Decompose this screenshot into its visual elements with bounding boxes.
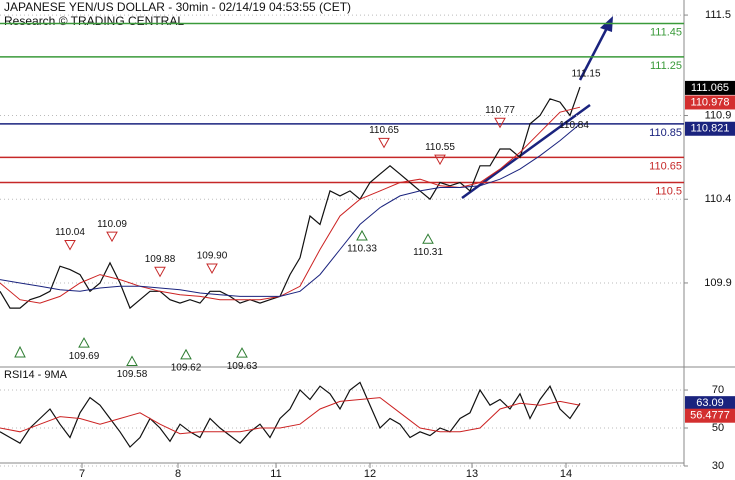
annotation-label: 110.84	[559, 120, 589, 131]
high-marker	[154, 266, 166, 278]
series-line	[0, 381, 581, 448]
high-label: 110.04	[55, 227, 85, 238]
projection-arrow	[578, 25, 610, 81]
price-box-label: 110.978	[691, 96, 730, 108]
high-marker	[64, 240, 76, 251]
series-line	[0, 106, 581, 304]
level-label: 111.25	[650, 60, 682, 72]
high-label: 110.77	[485, 105, 515, 116]
high-label: 110.09	[97, 219, 127, 230]
level-label: 110.65	[649, 160, 682, 172]
level-label: 110.5	[655, 185, 682, 197]
high-marker	[206, 263, 218, 274]
y-tick-label: 70	[712, 384, 724, 396]
low-marker	[78, 337, 90, 348]
y-tick-label: 110.9	[705, 109, 732, 121]
low-label: 110.33	[347, 244, 377, 255]
price-box	[685, 95, 735, 110]
low-label: 110.31	[413, 247, 443, 258]
low-marker	[422, 233, 434, 244]
y-tick-label: 111.5	[705, 9, 731, 21]
high-label: 109.90	[197, 251, 228, 262]
price-box	[685, 121, 735, 136]
level-label: 111.45	[650, 26, 682, 38]
high-label: 110.55	[425, 142, 455, 153]
series-line	[0, 397, 581, 435]
annotation-label: 111.15	[571, 68, 601, 79]
low-label: 109.62	[171, 362, 202, 373]
x-tick-label: 13	[466, 468, 478, 480]
series-line	[0, 86, 581, 310]
price-box	[685, 80, 735, 95]
y-tick-label: 110.4	[705, 193, 732, 205]
level-label: 110.85	[649, 127, 682, 139]
low-label: 109.69	[69, 351, 100, 362]
x-tick-label: 12	[364, 468, 376, 480]
y-tick-label: 50	[712, 422, 724, 434]
x-tick-label: 11	[270, 468, 281, 480]
high-label: 110.65	[369, 125, 399, 136]
high-label: 109.88	[145, 254, 176, 265]
high-marker	[106, 231, 118, 243]
y-tick-label: 109.9	[704, 277, 732, 289]
price-box-label: 63.09	[696, 397, 724, 409]
y-tick-label: 30	[712, 460, 724, 472]
chart-subtitle: Research © TRADING CENTRAL	[4, 14, 184, 28]
low-marker	[180, 348, 192, 360]
price-box-label: 56.4777	[690, 410, 730, 422]
chart-title: JAPANESE YEN/US DOLLAR - 30min - 02/14/1…	[4, 0, 351, 14]
low-marker	[356, 229, 368, 241]
rsi-title: RSI14 - 9MA	[4, 369, 68, 381]
price-box-label: 110.821	[691, 123, 730, 135]
low-label: 109.58	[117, 369, 148, 380]
low-marker	[236, 347, 248, 358]
high-marker	[378, 137, 390, 149]
low-marker	[126, 355, 138, 367]
x-tick-label: 14	[560, 468, 572, 480]
price-box	[685, 396, 735, 411]
price-box	[685, 408, 735, 423]
x-tick-label: 7	[79, 468, 85, 480]
low-label: 109.63	[227, 361, 258, 372]
high-marker	[434, 154, 446, 166]
x-tick-label: 8	[175, 468, 181, 480]
price-box-label: 111.065	[691, 82, 729, 94]
series-line	[0, 123, 581, 297]
low-marker	[14, 345, 26, 358]
high-marker	[494, 117, 506, 129]
